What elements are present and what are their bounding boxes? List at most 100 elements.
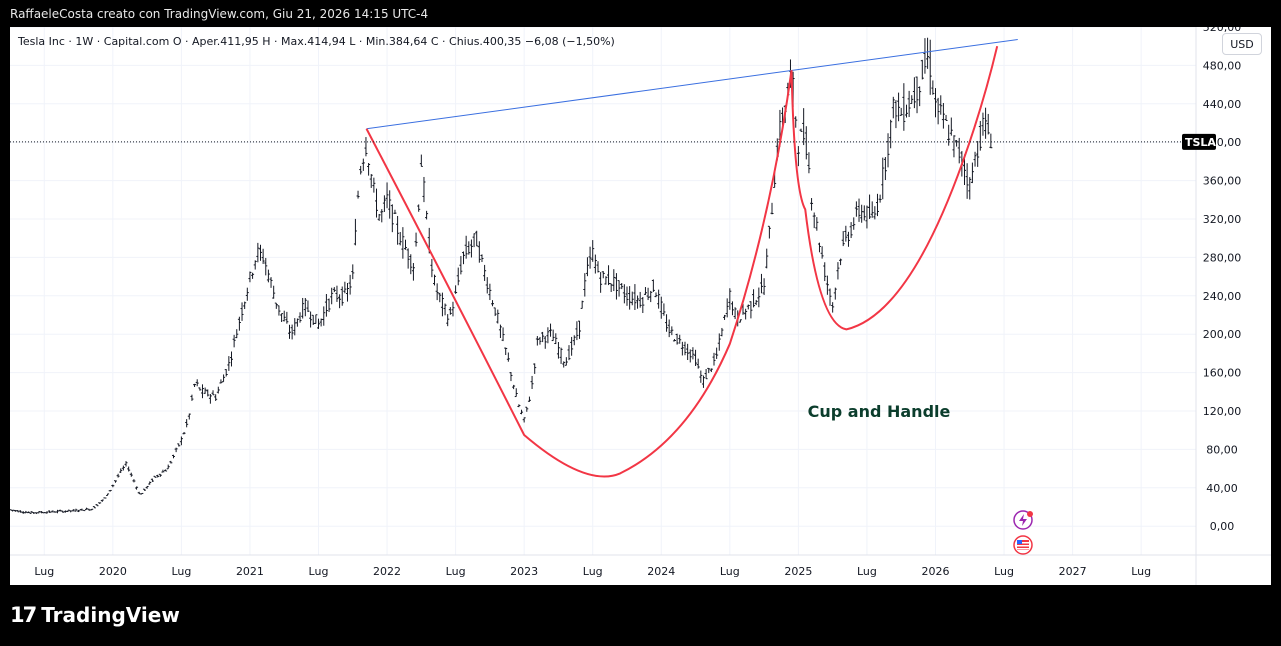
y-tick-label: 80,00 [1206, 443, 1238, 456]
price-candle [272, 285, 276, 299]
price-candle [704, 369, 708, 380]
price-candle [622, 284, 626, 304]
gridlines [10, 27, 1196, 555]
price-candle [367, 162, 371, 176]
price-candle [955, 140, 959, 147]
price-candle [116, 473, 120, 478]
price-candle [657, 289, 661, 309]
price-candle [414, 232, 418, 247]
price-chart[interactable]: 0,00 40,00 80,00 120,00 160,00 200,00 240,00 28… [10, 27, 1271, 585]
price-candle [614, 273, 618, 300]
price-candle [638, 291, 642, 308]
price-candle [435, 283, 439, 301]
price-candle [562, 361, 566, 368]
price-candle [870, 201, 874, 218]
price-candle [720, 327, 724, 337]
price-candle [580, 300, 584, 309]
price-candle [530, 375, 534, 390]
price-candle [13, 509, 17, 512]
price-candle [836, 262, 840, 280]
chart-frame[interactable]: 0,00 40,00 80,00 120,00 160,00 200,00 240,00 28… [10, 27, 1271, 585]
price-candle [425, 210, 429, 220]
price-candle [55, 509, 59, 514]
price-candle [16, 510, 20, 513]
price-candle [815, 217, 819, 231]
price-candle [69, 510, 73, 513]
price-candle [343, 281, 347, 294]
price-candle [857, 198, 861, 222]
price-candle [351, 264, 355, 280]
time-axis: Lug 2020 Lug 2021 Lug 2022 Lug 2023 Lug 2024 Lug 20… [10, 554, 1271, 578]
price-candle [860, 204, 864, 223]
price-candle [258, 244, 262, 261]
price-candle [854, 201, 858, 217]
x-tick-label: 2022 [373, 565, 401, 578]
price-candle [237, 316, 241, 331]
price-candle [504, 347, 508, 356]
price-candle [643, 287, 647, 295]
price-candle [438, 292, 442, 303]
price-candle [680, 341, 684, 356]
x-tick-label: Lug [171, 565, 191, 578]
price-candle [683, 341, 687, 356]
price-candle [620, 283, 624, 290]
price-candle [332, 287, 336, 293]
price-candle [232, 334, 236, 348]
symbol-legend: Tesla Inc · 1W · Capital.com O · Aper.41… [18, 35, 615, 48]
price-candle [132, 479, 136, 483]
price-candle [214, 394, 218, 401]
price-candle [567, 345, 571, 361]
us-flag-icon[interactable] [1013, 535, 1033, 555]
price-candle [477, 241, 481, 263]
price-candle [364, 137, 368, 157]
price-candle [609, 283, 613, 293]
price-candle [372, 177, 376, 193]
price-candle [506, 352, 510, 362]
price-candle [498, 324, 502, 338]
price-candle [493, 307, 497, 317]
price-candle [145, 485, 149, 489]
price-candle [633, 284, 637, 311]
price-candle [535, 336, 539, 346]
price-candle [578, 320, 582, 339]
price-candle [148, 481, 152, 485]
price-candle [10, 509, 12, 511]
price-candle [322, 306, 326, 326]
price-candle [124, 461, 128, 467]
price-candle [227, 356, 231, 371]
price-candle [517, 404, 521, 408]
price-candle [261, 248, 265, 264]
price-candle [42, 512, 46, 514]
price-candle [277, 305, 281, 316]
price-candle [404, 239, 408, 250]
currency-button[interactable]: USD [1222, 33, 1262, 55]
price-candle [269, 277, 273, 288]
price-candle [904, 104, 908, 118]
price-candle [356, 190, 360, 199]
price-candle [166, 464, 170, 470]
price-candle [353, 218, 357, 246]
price-candle [522, 417, 526, 423]
tradingview-mark-icon: 17 [10, 603, 37, 627]
x-tick-label: 2026 [921, 565, 949, 578]
price-candle [807, 152, 811, 174]
price-candle [306, 300, 310, 313]
price-candle [298, 312, 302, 323]
tradingview-logo[interactable]: 17 TradingView [10, 603, 180, 627]
price-candle [19, 510, 23, 513]
x-tick-label: 2024 [647, 565, 675, 578]
price-candle [973, 151, 977, 167]
price-candles [10, 37, 993, 515]
cup-and-handle-label[interactable]: Cup and Handle [808, 402, 951, 421]
price-candle [388, 190, 392, 219]
brand-name: TradingView [41, 603, 180, 627]
price-candle [767, 225, 771, 239]
price-candle [164, 469, 168, 472]
lightning-icon[interactable] [1013, 510, 1033, 530]
price-candle [931, 80, 935, 95]
y-tick-label: 120,00 [1203, 405, 1242, 418]
price-candle [696, 358, 700, 369]
price-candle [947, 124, 951, 146]
price-candle [382, 195, 386, 212]
price-candle [142, 488, 146, 491]
